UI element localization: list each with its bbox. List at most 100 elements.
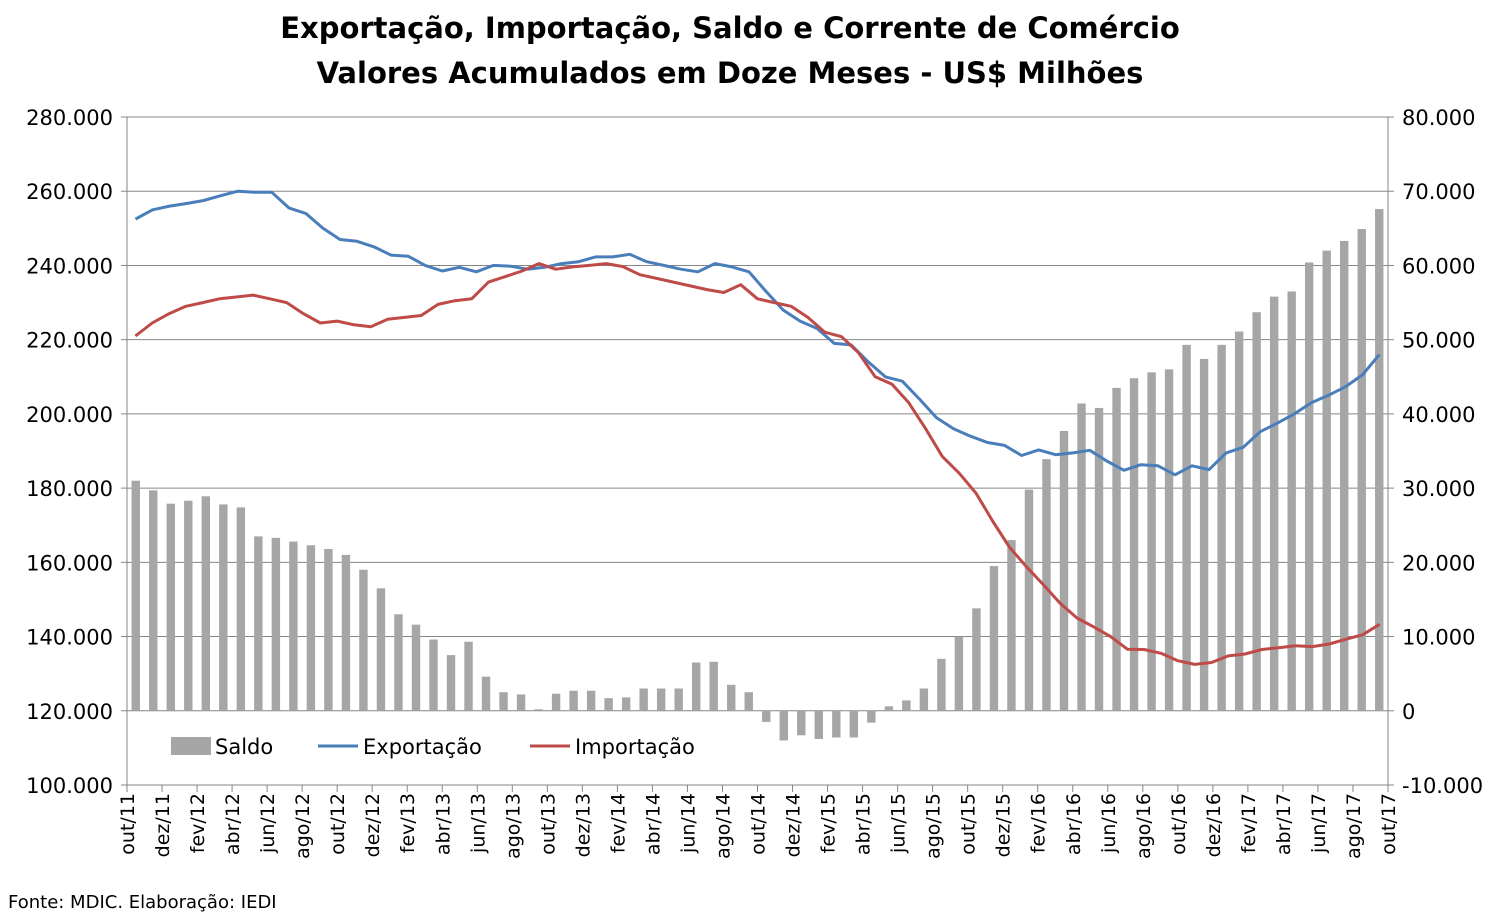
- saldo-bar: [551, 693, 561, 711]
- saldo-bar: [814, 710, 824, 739]
- x-tick-label: jun/13: [467, 793, 489, 854]
- x-tick-label: abr/15: [853, 793, 875, 855]
- x-tick-label: dez/11: [152, 793, 174, 857]
- left-tick-label: 100.000: [26, 774, 113, 798]
- right-tick-label: 20.000: [1402, 551, 1475, 575]
- saldo-bar: [604, 698, 613, 711]
- saldo-bar: [324, 548, 333, 711]
- legend: Saldo Exportação Importação: [171, 735, 695, 759]
- saldo-bar: [1112, 387, 1121, 711]
- saldo-bars: [131, 209, 1384, 741]
- saldo-bar: [1024, 489, 1034, 711]
- left-tick-label: 140.000: [26, 626, 113, 650]
- left-tick-label: 260.000: [26, 180, 113, 204]
- saldo-bar: [989, 566, 999, 711]
- saldo-bar: [1164, 369, 1174, 711]
- series-lines: [134, 189, 1381, 666]
- x-tick-label: fev/13: [397, 793, 419, 853]
- saldo-bar: [166, 503, 175, 711]
- saldo-bar: [446, 655, 456, 711]
- saldo-bar: [149, 490, 158, 711]
- x-tick-label: out/15: [958, 793, 980, 855]
- left-tick-label: 180.000: [26, 477, 113, 501]
- saldo-bar: [902, 700, 911, 711]
- x-tick-label: out/16: [1168, 793, 1190, 855]
- saldo-bar: [394, 614, 403, 711]
- saldo-bar: [516, 694, 526, 711]
- chart-subtitle: Valores Acumulados em Doze Meses - US$ M…: [316, 56, 1144, 90]
- x-tick-label: abr/14: [642, 793, 664, 855]
- legend-label-importacao: Importação: [575, 735, 695, 759]
- saldo-bar: [832, 710, 841, 738]
- saldo-bar: [341, 554, 351, 711]
- x-tick-label: abr/12: [222, 793, 244, 855]
- saldo-bar: [201, 496, 211, 711]
- x-tick-label: dez/13: [572, 793, 594, 857]
- x-tick-label: out/17: [1378, 793, 1400, 855]
- saldo-bar: [184, 500, 193, 711]
- right-tick-label: -10.000: [1402, 774, 1483, 798]
- saldo-bar: [376, 588, 386, 711]
- saldo-bar: [674, 688, 683, 711]
- left-axis-ticks: 100.000 120.000 140.000 160.000 180.000 200.0…: [26, 106, 113, 798]
- saldo-bar: [1252, 312, 1261, 711]
- saldo-bar: [691, 662, 701, 711]
- legend-label-saldo: Saldo: [215, 735, 273, 759]
- saldo-bar: [1199, 358, 1209, 711]
- saldo-bar: [1129, 378, 1139, 711]
- x-tick-label: jun/14: [677, 793, 699, 854]
- saldo-bar: [411, 624, 421, 711]
- left-tick-label: 220.000: [26, 329, 113, 353]
- chart-title-block: Exportação, Importação, Saldo e Corrente…: [0, 6, 1460, 96]
- saldo-bar: [1147, 372, 1156, 711]
- saldo-bar: [639, 688, 648, 711]
- saldo-bar: [1059, 430, 1069, 711]
- right-tick-label: 30.000: [1402, 477, 1475, 501]
- saldo-bar: [586, 690, 596, 711]
- x-tick-label: out/13: [537, 793, 559, 855]
- x-tick-label: jun/15: [888, 793, 910, 854]
- x-tick-label: fev/12: [187, 793, 209, 853]
- saldo-bar: [919, 688, 929, 711]
- grid-lines: [127, 116, 1388, 712]
- saldo-bar: [779, 710, 788, 741]
- saldo-bar: [236, 507, 246, 711]
- x-tick-label: ago/14: [712, 793, 734, 859]
- saldo-bar: [954, 636, 964, 711]
- saldo-bar: [867, 710, 876, 723]
- x-tick-label: jun/17: [1308, 793, 1330, 854]
- legend-swatch-saldo: [171, 737, 211, 755]
- saldo-bar: [1007, 540, 1016, 711]
- saldo-bar: [429, 639, 438, 711]
- x-tick-label: dez/16: [1203, 793, 1225, 857]
- saldo-bar: [797, 710, 806, 736]
- x-axis-ticks: out/11 dez/11 fev/12 abr/12 jun/12 ago/12 out/…: [117, 793, 1400, 859]
- x-tick-label: jun/16: [1098, 793, 1120, 854]
- importacao-line: [134, 262, 1381, 666]
- saldo-bar: [937, 658, 946, 711]
- saldo-bar: [972, 608, 981, 711]
- right-tick-label: 70.000: [1402, 180, 1475, 204]
- saldo-bar: [271, 537, 281, 711]
- saldo-bar: [359, 569, 368, 711]
- source-note: Fonte: MDIC. Elaboração: IEDI: [8, 892, 277, 913]
- x-tick-label: out/11: [117, 793, 139, 855]
- x-tick-label: dez/15: [993, 793, 1015, 857]
- x-tick-label: ago/17: [1343, 793, 1365, 859]
- x-tick-label: ago/13: [502, 793, 524, 859]
- x-tick-label: abr/16: [1063, 793, 1085, 855]
- saldo-bar: [727, 684, 736, 711]
- saldo-bar: [1042, 459, 1051, 711]
- saldo-bar: [709, 661, 718, 711]
- left-tick-label: 200.000: [26, 403, 113, 427]
- right-tick-label: 0: [1402, 700, 1415, 724]
- saldo-bar: [1077, 403, 1086, 711]
- saldo-bar: [849, 710, 859, 738]
- saldo-bar: [1234, 331, 1244, 711]
- saldo-bar: [1304, 262, 1314, 711]
- left-tick-label: 120.000: [26, 700, 113, 724]
- right-tick-label: 60.000: [1402, 254, 1475, 278]
- saldo-bar: [1094, 407, 1104, 711]
- saldo-bar: [1340, 240, 1349, 711]
- saldo-bar: [621, 697, 631, 711]
